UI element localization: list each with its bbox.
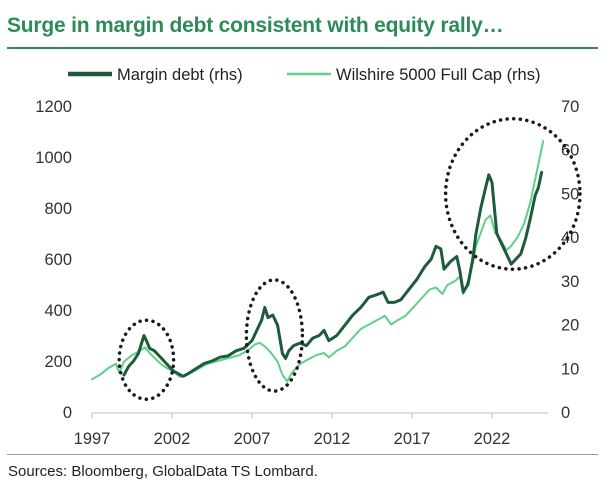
x-tick-label: 1997 [74,430,111,448]
right-tick-label: 0 [561,404,570,422]
left-tick-label: 400 [44,302,72,320]
annotation-circle-2 [244,278,305,393]
title-underline [7,47,598,49]
x-tick-label: 2022 [474,430,511,448]
right-tick-label: 40 [561,229,579,247]
legend-label-wilshire: Wilshire 5000 Full Cap (rhs) [336,66,540,84]
x-tick-label: 2012 [314,430,351,448]
right-tick-label: 30 [561,273,579,291]
annotation-circle-1 [117,318,176,402]
x-tick-label: 2017 [394,430,431,448]
x-tick-label: 2007 [234,430,271,448]
legend-label-margin-debt: Margin debt (rhs) [117,66,243,84]
series-line-wilshire [91,140,545,383]
annotation-layer [117,117,582,402]
left-tick-label: 1000 [35,149,72,167]
x-axis-ticks: 1997 2002 2007 2012 2017 2022 [74,413,511,448]
left-tick-label: 200 [44,353,72,371]
x-tick-label: 2002 [154,430,191,448]
annotation-circle-3 [443,117,582,271]
right-tick-label: 10 [561,360,579,378]
right-tick-label: 20 [561,317,579,335]
chart-title: Surge in margin debt consistent with equ… [7,14,504,37]
legend: Margin debt (rhs) Wilshire 5000 Full Cap… [68,66,540,84]
left-tick-label: 1200 [35,98,72,116]
left-tick-label: 800 [44,200,72,218]
right-tick-label: 50 [561,185,579,203]
left-tick-label: 0 [63,404,72,422]
left-axis-ticks: 0 200 400 600 800 1000 1200 [35,98,72,422]
series-layer [91,140,545,383]
left-tick-label: 600 [44,251,72,269]
line-chart: Margin debt (rhs) Wilshire 5000 Full Cap… [35,66,582,448]
right-tick-label: 70 [561,98,579,116]
footer-rule [7,454,598,455]
series-line-margin-debt [122,170,544,378]
source-note: Sources: Bloomberg, GlobalData TS Lombar… [8,463,318,480]
